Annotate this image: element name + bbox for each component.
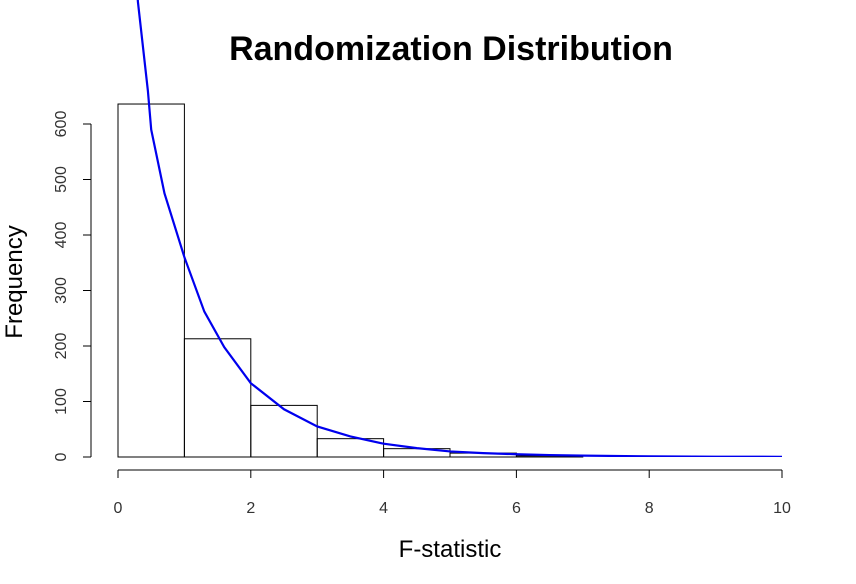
chart-title: Randomization Distribution: [229, 30, 673, 68]
density-curve-line: [136, 0, 783, 457]
x-tick-label: 10: [773, 500, 791, 517]
histogram-bar: [183, 338, 252, 458]
y-axis-label: Frequency: [1, 225, 28, 338]
x-tick-label: 6: [512, 500, 521, 517]
x-tick-label: 0: [114, 500, 123, 517]
bars-group: [117, 103, 584, 458]
y-tick-label: 400: [53, 222, 70, 249]
y-tick-label: 0: [53, 452, 70, 461]
y-tick-label: 600: [53, 111, 70, 138]
x-tick-label: 2: [246, 500, 255, 517]
x-tick-label: 8: [645, 500, 654, 517]
density-curve-group: [136, 0, 783, 457]
histogram-bar: [117, 103, 185, 458]
y-tick-label: 500: [53, 166, 70, 193]
y-tick-label: 300: [53, 277, 70, 304]
x-tick-label: 4: [379, 500, 388, 517]
y-tick-label: 100: [53, 388, 70, 415]
y-tick-label: 200: [53, 333, 70, 360]
y-axis-ticks: 0 100 200 300 400 500 600: [53, 111, 91, 461]
x-axis-ticks: 0 2 4 6 8 10: [114, 470, 791, 517]
x-axis-label: F-statistic: [399, 536, 502, 563]
histogram-bar: [250, 404, 318, 458]
histogram-bar: [316, 438, 385, 458]
